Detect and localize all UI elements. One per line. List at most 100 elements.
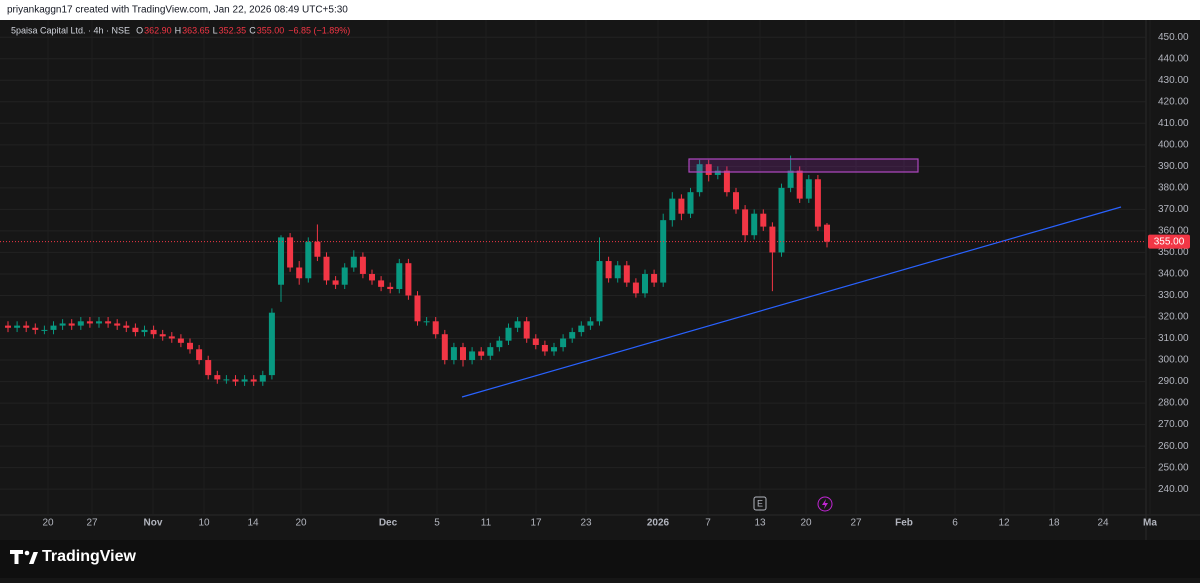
candle-body bbox=[560, 338, 567, 348]
y-tick-label: 330.00 bbox=[1158, 290, 1189, 301]
candle-body bbox=[32, 327, 39, 330]
header-bar bbox=[0, 0, 1200, 20]
candle-body bbox=[41, 329, 48, 331]
x-tick-label: 27 bbox=[86, 518, 98, 529]
candle-body bbox=[205, 360, 212, 376]
x-tick-label: Dec bbox=[379, 518, 398, 529]
x-tick-label: 20 bbox=[295, 518, 307, 529]
candle-body bbox=[114, 323, 121, 326]
candle-body bbox=[814, 179, 821, 227]
y-tick-label: 390.00 bbox=[1158, 161, 1189, 172]
candle-body bbox=[596, 261, 603, 322]
candle-body bbox=[805, 179, 812, 199]
legend-value: 352.35 bbox=[219, 25, 247, 35]
x-tick-label: 20 bbox=[800, 518, 812, 529]
candle-body bbox=[59, 323, 66, 326]
candle-body bbox=[296, 267, 303, 279]
y-tick-label: 340.00 bbox=[1158, 269, 1189, 280]
candle-body bbox=[760, 213, 767, 227]
candle-body bbox=[159, 334, 166, 337]
candle-body bbox=[141, 329, 148, 333]
candle-body bbox=[332, 280, 339, 285]
legend-value: 362.90 bbox=[144, 25, 172, 35]
candle-body bbox=[314, 241, 321, 257]
candle-body bbox=[824, 224, 830, 242]
y-tick-label: 440.00 bbox=[1158, 53, 1189, 64]
candle-body bbox=[378, 280, 385, 287]
x-tick-label: 23 bbox=[580, 518, 592, 529]
candle-body bbox=[605, 261, 612, 279]
y-tick-label: 310.00 bbox=[1158, 333, 1189, 344]
y-tick-label: 400.00 bbox=[1158, 139, 1189, 150]
earnings-marker[interactable] bbox=[753, 496, 767, 511]
candle-body bbox=[478, 351, 485, 356]
candle-body bbox=[232, 379, 239, 382]
candle-body bbox=[569, 332, 576, 339]
candle-body bbox=[796, 170, 803, 199]
brand-logo bbox=[10, 550, 38, 564]
legend-key: C bbox=[249, 25, 256, 35]
candle-body bbox=[250, 379, 257, 382]
y-tick-label: 290.00 bbox=[1158, 376, 1189, 387]
candle-body bbox=[432, 321, 439, 335]
candle-body bbox=[733, 192, 739, 210]
x-tick-label: 12 bbox=[998, 518, 1010, 529]
x-tick-label: 14 bbox=[247, 518, 259, 529]
candle-body bbox=[323, 256, 330, 281]
candle-body bbox=[578, 325, 585, 333]
candle-body bbox=[5, 325, 11, 328]
x-tick-label: 5 bbox=[434, 518, 440, 529]
y-tick-label: 380.00 bbox=[1158, 183, 1189, 194]
candle-body bbox=[514, 321, 521, 328]
candle-body bbox=[268, 312, 275, 376]
x-tick-label: 11 bbox=[481, 518, 492, 529]
candle-body bbox=[150, 329, 157, 335]
y-tick-label: 250.00 bbox=[1158, 462, 1189, 473]
y-tick-label: 320.00 bbox=[1158, 312, 1189, 323]
dividend-marker[interactable] bbox=[817, 496, 833, 512]
candle-body bbox=[787, 170, 794, 188]
candle-body bbox=[460, 347, 466, 361]
candle-body bbox=[723, 170, 730, 193]
y-tick-label: 450.00 bbox=[1158, 32, 1189, 43]
y-tick-label: 410.00 bbox=[1158, 118, 1189, 129]
candle-body bbox=[287, 237, 294, 268]
last-price-tag bbox=[1148, 234, 1190, 249]
earnings-label: E bbox=[757, 498, 763, 508]
candle-body bbox=[341, 267, 348, 285]
legend-key: L bbox=[213, 25, 218, 35]
candle-body bbox=[623, 265, 630, 283]
candle-body bbox=[405, 263, 412, 296]
candle-body bbox=[96, 321, 102, 324]
x-tick-label: 20 bbox=[42, 518, 54, 529]
candle-body bbox=[414, 295, 421, 322]
candle-body bbox=[714, 170, 721, 175]
candles bbox=[5, 155, 830, 386]
candle-body bbox=[614, 265, 621, 279]
legend-value: 355.00 bbox=[257, 25, 285, 35]
y-tick-label: 260.00 bbox=[1158, 441, 1189, 452]
candle-body bbox=[177, 338, 184, 343]
candle-body bbox=[769, 226, 776, 253]
y-tick-label: 360.00 bbox=[1158, 226, 1189, 237]
legend-change: −6.85 (−1.89%) bbox=[288, 25, 350, 35]
candle-body bbox=[387, 286, 394, 290]
candle-body bbox=[551, 347, 557, 352]
candle-body bbox=[77, 321, 84, 326]
credit: priyankaggn17 created with TradingView.c… bbox=[7, 5, 348, 16]
candle-body bbox=[214, 375, 221, 380]
candle-body bbox=[50, 325, 57, 330]
x-tick-label: 17 bbox=[530, 518, 542, 529]
candle-body bbox=[742, 209, 749, 236]
candle-body bbox=[23, 325, 30, 328]
candle-body bbox=[632, 282, 639, 294]
candle-body bbox=[68, 323, 75, 326]
legend: 5paisa Capital Ltd. · 4h · NSE O 362.90 H 36… bbox=[11, 25, 350, 35]
candle-body bbox=[651, 273, 658, 283]
y-tick-label: 240.00 bbox=[1158, 484, 1189, 495]
candle-body bbox=[259, 375, 266, 382]
legend-key: H bbox=[175, 25, 182, 35]
candle-body bbox=[487, 347, 494, 356]
candle-body bbox=[505, 327, 512, 341]
